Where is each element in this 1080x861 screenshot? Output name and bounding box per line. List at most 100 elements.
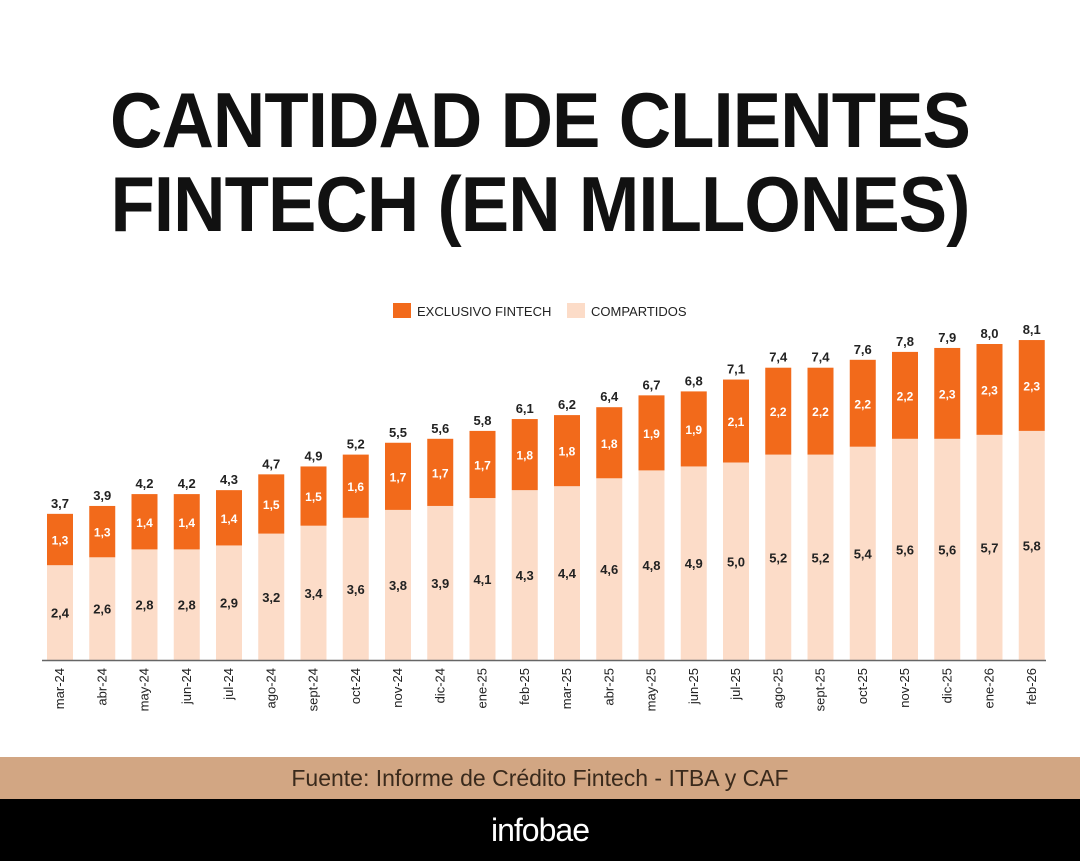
data-label-exclusivo: 1,4 <box>221 512 238 526</box>
bar-compartidos <box>765 454 792 660</box>
data-label-exclusivo: 1,5 <box>305 490 322 504</box>
data-label-compartidos: 3,6 <box>347 582 365 597</box>
data-label-compartidos: 4,1 <box>473 572 491 587</box>
data-label-compartidos: 4,4 <box>558 566 577 581</box>
data-label-exclusivo: 1,9 <box>643 427 660 441</box>
bar-compartidos <box>47 565 73 660</box>
source-text: Fuente: Informe de Crédito Fintech - ITB… <box>291 764 789 791</box>
data-label-exclusivo: 2,1 <box>728 415 745 429</box>
x-tick-label: sept-24 <box>306 668 321 711</box>
data-label-exclusivo: 2,2 <box>897 389 914 403</box>
data-label-compartidos: 5,7 <box>980 540 998 555</box>
data-label-compartidos: 3,8 <box>389 578 407 593</box>
bar-compartidos <box>427 505 454 660</box>
bar-exclusivo <box>765 367 792 455</box>
x-tick-label: ene-26 <box>982 668 997 708</box>
data-label-compartidos: 2,4 <box>51 606 70 621</box>
data-label-compartidos: 5,6 <box>896 542 914 557</box>
x-tick-label: ene-25 <box>475 668 490 708</box>
data-label-compartidos: 5,2 <box>769 550 787 565</box>
x-tick-label: ago-25 <box>770 668 785 708</box>
bar-exclusivo <box>469 430 496 499</box>
data-label-total: 7,8 <box>896 334 914 349</box>
data-label-total: 8,1 <box>1023 322 1041 337</box>
data-label-total: 4,7 <box>262 456 280 471</box>
data-label-compartidos: 5,6 <box>938 542 956 557</box>
data-label-total: 5,5 <box>389 425 407 440</box>
bar-compartidos <box>892 438 918 660</box>
data-label-compartidos: 3,9 <box>431 576 449 591</box>
bar-exclusivo <box>723 379 749 463</box>
data-label-exclusivo: 2,2 <box>770 405 787 419</box>
bar-compartidos <box>342 517 369 660</box>
data-label-compartidos: 5,0 <box>727 554 745 569</box>
data-label-total: 4,9 <box>304 448 322 463</box>
data-label-compartidos: 2,6 <box>93 602 111 617</box>
x-tick-label: dic-25 <box>939 668 954 703</box>
bar-compartidos <box>173 549 200 660</box>
bar-exclusivo <box>638 395 665 471</box>
data-label-total: 5,8 <box>473 413 491 428</box>
data-label-exclusivo: 1,3 <box>94 526 111 540</box>
data-label-total: 5,2 <box>347 437 365 452</box>
data-label-total: 3,9 <box>93 488 111 503</box>
data-label-exclusivo: 1,8 <box>601 437 618 451</box>
x-tick-label: jul-25 <box>728 668 743 701</box>
data-label-exclusivo: 1,8 <box>516 449 533 463</box>
data-label-total: 6,7 <box>642 377 660 392</box>
data-label-exclusivo: 1,4 <box>136 516 153 530</box>
bar-exclusivo <box>131 494 158 550</box>
bar-compartidos <box>216 545 242 660</box>
data-label-compartidos: 4,3 <box>516 568 534 583</box>
data-label-exclusivo: 1,4 <box>178 516 195 530</box>
data-label-compartidos: 3,4 <box>304 586 323 601</box>
bar-compartidos <box>554 486 580 660</box>
data-label-compartidos: 2,8 <box>178 598 196 613</box>
stacked-bar-chart: EXCLUSIVO FINTECH COMPARTIDOS 2,4 1,3 3,7 mar… <box>42 303 1046 711</box>
x-tick-label: oct-24 <box>348 668 363 704</box>
data-label-compartidos: 5,2 <box>811 550 829 565</box>
bar-compartidos <box>976 434 1003 660</box>
page-title: CANTIDAD DE CLIENTES FINTECH (EN MILLONE… <box>38 78 1042 246</box>
x-tick-label: may-25 <box>644 668 659 711</box>
data-label-compartidos: 2,9 <box>220 596 238 611</box>
bar-exclusivo <box>258 474 285 534</box>
data-label-total: 7,4 <box>811 350 830 365</box>
bar-exclusivo <box>892 351 918 439</box>
legend-swatch-exclusivo <box>393 303 411 318</box>
x-tick-label: jul-24 <box>221 668 236 701</box>
page-title-line-1: CANTIDAD DE CLIENTES <box>110 76 971 164</box>
bar-exclusivo <box>976 344 1003 435</box>
x-tick-label: feb-26 <box>1024 668 1039 705</box>
bar-compartidos <box>807 454 834 660</box>
bar-compartidos <box>934 438 961 660</box>
bar-exclusivo <box>89 505 116 558</box>
data-label-total: 7,9 <box>938 330 956 345</box>
x-tick-label: mar-25 <box>559 668 574 709</box>
bar-compartidos <box>596 478 623 660</box>
bar-compartidos <box>723 462 749 660</box>
data-label-total: 6,8 <box>685 373 703 388</box>
bar-exclusivo <box>173 494 200 550</box>
data-label-compartidos: 4,6 <box>600 562 618 577</box>
data-label-exclusivo: 1,7 <box>432 466 449 480</box>
footer-bar: infobae <box>0 799 1080 861</box>
data-label-exclusivo: 1,6 <box>347 480 364 494</box>
bar-exclusivo <box>427 438 454 506</box>
bar-exclusivo <box>680 391 707 467</box>
bar-exclusivo <box>596 407 623 479</box>
data-label-total: 6,2 <box>558 397 576 412</box>
bar-compartidos <box>89 557 116 660</box>
bar-exclusivo <box>300 466 327 526</box>
legend-label-exclusivo: EXCLUSIVO FINTECH <box>417 304 551 319</box>
x-tick-label: jun-24 <box>179 668 194 705</box>
data-label-total: 4,3 <box>220 472 238 487</box>
bar-exclusivo <box>849 359 876 447</box>
legend-swatch-compartidos <box>567 303 585 318</box>
data-label-compartidos: 3,2 <box>262 590 280 605</box>
bar-compartidos <box>638 470 665 660</box>
data-label-compartidos: 2,8 <box>135 598 153 613</box>
brand-logo: infobae <box>491 811 590 848</box>
data-label-exclusivo: 2,3 <box>939 387 956 401</box>
x-tick-label: nov-25 <box>897 668 912 708</box>
